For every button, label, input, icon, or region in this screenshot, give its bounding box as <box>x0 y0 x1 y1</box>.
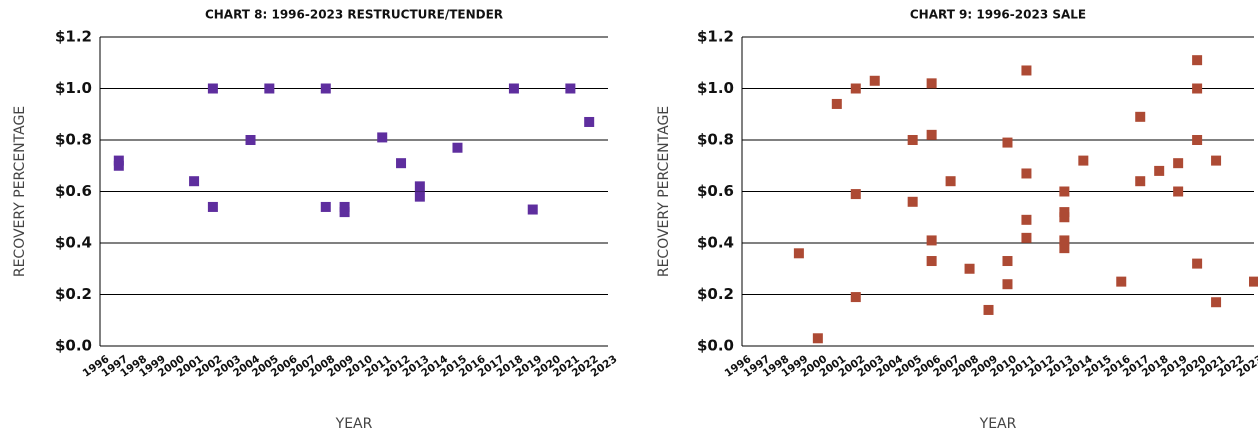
y-tick-label: $1.2 <box>697 28 734 46</box>
point <box>508 83 519 94</box>
point <box>207 83 218 94</box>
point <box>339 207 350 218</box>
point <box>1211 297 1222 308</box>
y-tick-label: $0.8 <box>55 131 92 149</box>
point <box>189 176 200 187</box>
point <box>339 201 350 212</box>
point <box>1002 137 1013 148</box>
point <box>113 155 124 166</box>
point <box>1135 176 1146 187</box>
point <box>1192 83 1203 94</box>
point <box>1059 207 1070 218</box>
point <box>414 181 425 192</box>
y-tick-label: $0.6 <box>697 182 734 200</box>
point <box>907 196 918 207</box>
x-axis-label: YEAR <box>979 416 1017 432</box>
point <box>850 189 861 200</box>
y-tick-label: $0.8 <box>697 131 734 149</box>
y-tick-label: $0.2 <box>55 285 92 303</box>
point <box>850 83 861 94</box>
y-tick-label: $0.4 <box>55 234 92 252</box>
point <box>1154 165 1165 176</box>
point <box>1192 135 1203 145</box>
y-tick-label: $1.0 <box>697 79 734 97</box>
point <box>1021 214 1032 225</box>
point <box>377 132 388 143</box>
y-tick-label: $0.0 <box>55 337 92 355</box>
point <box>113 160 124 171</box>
point <box>584 116 595 127</box>
chart-title: CHART 8: 1996-2023 RESTRUCTURE/TENDER <box>205 8 503 22</box>
point <box>264 83 275 94</box>
point <box>1021 65 1032 76</box>
point <box>1059 235 1070 246</box>
point <box>983 304 994 315</box>
point <box>926 78 937 89</box>
point <box>1249 276 1258 287</box>
point <box>452 142 463 153</box>
point <box>945 176 956 187</box>
point <box>926 235 937 246</box>
y-axis-label: RECOVERY PERCENTAGE <box>12 106 28 277</box>
point <box>831 98 842 109</box>
point <box>964 263 975 274</box>
y-tick-label: $1.2 <box>55 28 92 46</box>
y-tick-label: $0.6 <box>55 182 92 200</box>
y-axis-label: RECOVERY PERCENTAGE <box>656 106 672 277</box>
point <box>1192 258 1203 269</box>
point <box>320 201 331 212</box>
point <box>1135 111 1146 122</box>
point <box>926 129 937 140</box>
point <box>1116 276 1127 287</box>
point <box>1059 186 1070 197</box>
point <box>207 201 218 212</box>
point <box>926 256 937 267</box>
point <box>1078 155 1089 166</box>
point <box>1002 279 1013 290</box>
point <box>1059 243 1070 254</box>
point <box>245 135 256 145</box>
y-tick-label: $0.2 <box>697 285 734 303</box>
point <box>907 135 918 145</box>
y-tick-label: $1.0 <box>55 79 92 97</box>
point <box>414 191 425 202</box>
point <box>793 248 804 259</box>
point <box>1059 212 1070 223</box>
chart-title: CHART 9: 1996-2023 SALE <box>910 8 1086 22</box>
point <box>1173 186 1184 197</box>
point <box>320 83 331 94</box>
point <box>1192 55 1203 66</box>
y-tick-label: $0.0 <box>697 337 734 355</box>
point <box>565 83 576 94</box>
point <box>1211 155 1222 166</box>
point <box>869 75 880 86</box>
point <box>812 333 823 344</box>
point <box>396 158 407 169</box>
point <box>1021 168 1032 179</box>
point <box>527 204 538 215</box>
x-axis-label: YEAR <box>335 416 373 432</box>
point <box>1021 232 1032 243</box>
point <box>1002 256 1013 267</box>
y-tick-label: $0.4 <box>697 234 734 252</box>
point <box>1173 158 1184 169</box>
point <box>850 292 861 303</box>
